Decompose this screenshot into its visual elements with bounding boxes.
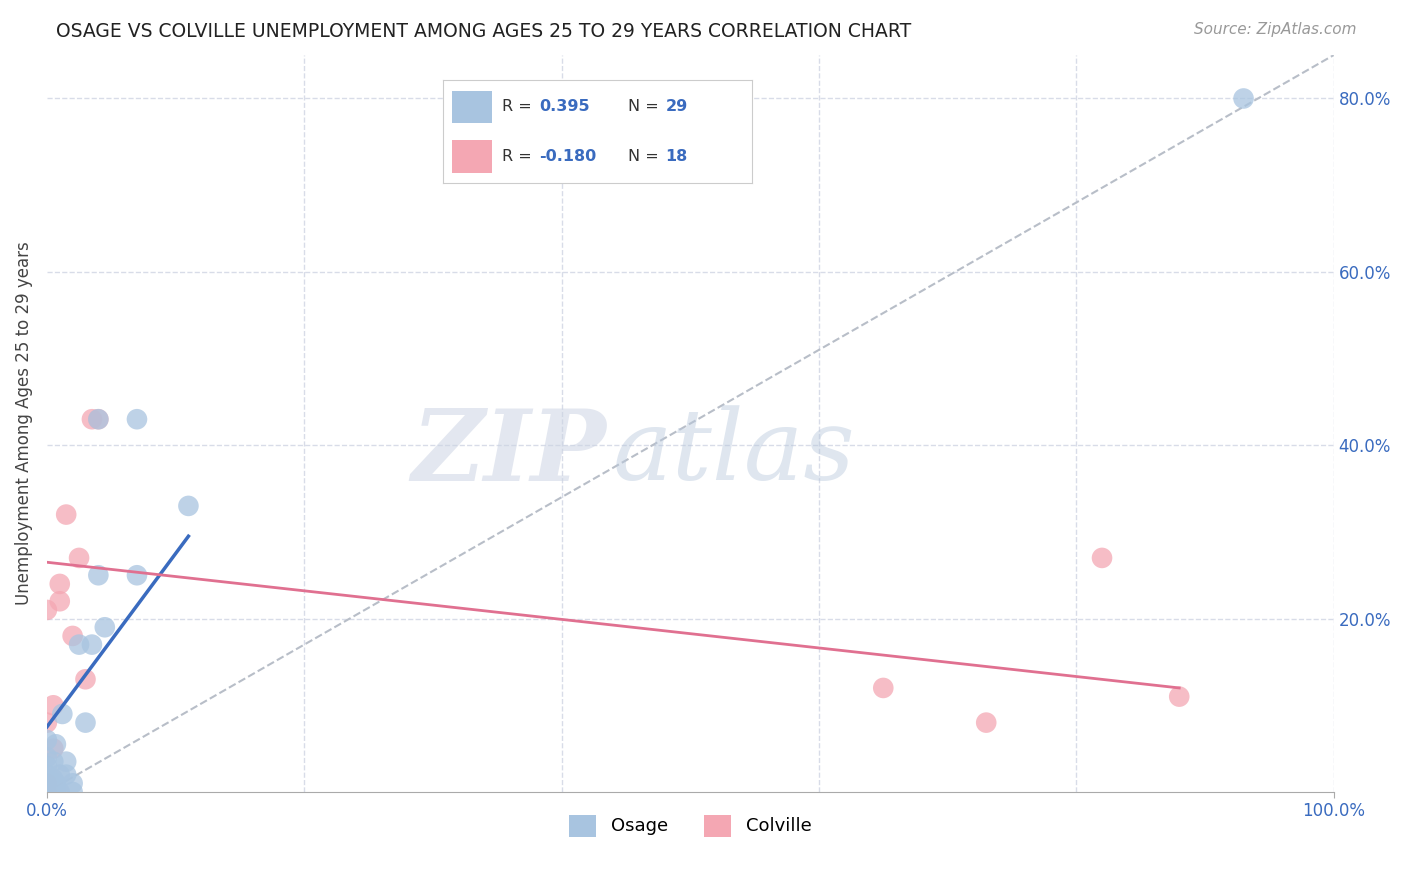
Point <box>872 681 894 695</box>
Point <box>42 776 65 790</box>
Legend: Osage, Colville: Osage, Colville <box>560 805 820 846</box>
Text: 29: 29 <box>665 99 688 114</box>
Point <box>42 698 65 713</box>
Text: OSAGE VS COLVILLE UNEMPLOYMENT AMONG AGES 25 TO 29 YEARS CORRELATION CHART: OSAGE VS COLVILLE UNEMPLOYMENT AMONG AGE… <box>56 22 911 41</box>
Point <box>35 776 58 790</box>
Point <box>45 776 67 790</box>
Point <box>75 715 97 730</box>
Point <box>35 759 58 773</box>
Point <box>125 412 148 426</box>
Point <box>67 550 90 565</box>
Point <box>1168 690 1191 704</box>
Point <box>974 715 997 730</box>
Text: R =: R = <box>502 149 537 164</box>
Point <box>55 508 77 522</box>
Point <box>49 785 72 799</box>
Point <box>35 767 58 781</box>
Text: atlas: atlas <box>613 405 856 500</box>
Point <box>35 785 58 799</box>
Point <box>177 499 200 513</box>
Text: 0.395: 0.395 <box>538 99 589 114</box>
Point <box>49 577 72 591</box>
Point <box>80 412 103 426</box>
Point <box>49 767 72 781</box>
Point <box>42 785 65 799</box>
Y-axis label: Unemployment Among Ages 25 to 29 years: Unemployment Among Ages 25 to 29 years <box>15 242 32 606</box>
Point <box>87 412 110 426</box>
Point <box>94 620 117 634</box>
Point <box>1232 91 1254 105</box>
Point <box>35 733 58 747</box>
FancyBboxPatch shape <box>453 140 492 173</box>
Point <box>62 629 84 643</box>
Point <box>125 568 148 582</box>
FancyBboxPatch shape <box>453 91 492 123</box>
Point <box>49 594 72 608</box>
Point <box>45 737 67 751</box>
Text: R =: R = <box>502 99 537 114</box>
Point <box>55 755 77 769</box>
Point <box>51 706 73 721</box>
Point <box>55 767 77 781</box>
Text: -0.180: -0.180 <box>538 149 596 164</box>
Point <box>87 568 110 582</box>
Text: 18: 18 <box>665 149 688 164</box>
Point <box>45 785 67 799</box>
Point <box>67 638 90 652</box>
Point <box>42 755 65 769</box>
Text: N =: N = <box>628 99 665 114</box>
Point <box>1091 550 1114 565</box>
Text: Source: ZipAtlas.com: Source: ZipAtlas.com <box>1194 22 1357 37</box>
Point <box>87 412 110 426</box>
Point <box>35 750 58 764</box>
Point <box>75 673 97 687</box>
Point <box>62 785 84 799</box>
Point <box>42 772 65 786</box>
Point <box>62 776 84 790</box>
Point <box>35 715 58 730</box>
Point <box>42 741 65 756</box>
Point <box>80 638 103 652</box>
Point <box>35 776 58 790</box>
Point <box>35 603 58 617</box>
Text: N =: N = <box>628 149 665 164</box>
Text: ZIP: ZIP <box>412 405 606 501</box>
